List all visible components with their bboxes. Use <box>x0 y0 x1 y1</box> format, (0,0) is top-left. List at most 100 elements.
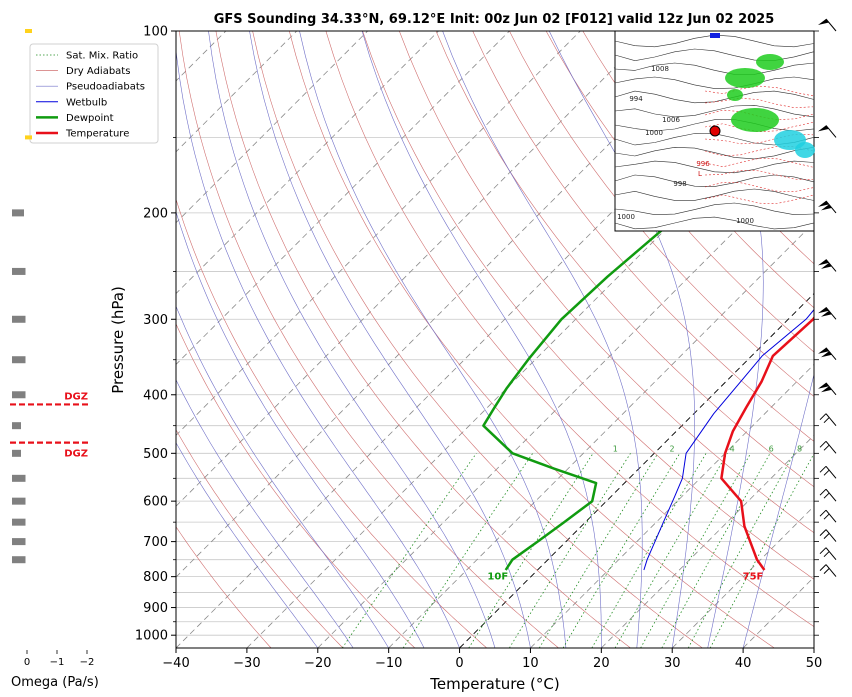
x-tick-label: 30 <box>664 656 681 671</box>
mixing-ratio-label: 13 <box>844 444 852 453</box>
dgz-label: DGZ <box>64 449 88 460</box>
x-axis-label: Temperature (°C) <box>429 675 559 693</box>
wind-barb <box>819 509 837 523</box>
barb-feather <box>823 417 830 424</box>
wind-barb <box>819 564 837 577</box>
barb-feather <box>819 529 827 536</box>
pseudoadiabat <box>176 442 319 648</box>
x-tick-label: 20 <box>593 656 610 671</box>
omega-tick-label: −2 <box>80 657 95 668</box>
barb-flag <box>818 307 829 314</box>
dry-adiabat <box>252 31 703 648</box>
barb-staff <box>825 465 837 479</box>
barb-flag <box>818 200 829 207</box>
barb-staff <box>825 564 837 577</box>
map-label: 1000 <box>645 129 663 137</box>
isotherm-line <box>601 434 814 648</box>
wind-barb <box>818 125 837 138</box>
map-label: 998 <box>673 180 686 188</box>
mixing-ratio-label: 2 <box>669 444 674 453</box>
barb-flag <box>818 347 829 354</box>
mixing-ratio-line <box>562 453 681 648</box>
legend-entry: Dewpoint <box>66 113 114 124</box>
x-tick-label: −30 <box>233 656 260 671</box>
isotherm-line <box>530 363 814 648</box>
legend-entry: Temperature <box>65 129 129 140</box>
omega-bar <box>12 538 26 546</box>
map-label: 994 <box>629 95 643 103</box>
barb-staff <box>825 529 837 542</box>
mixing-ratio-label: 6 <box>769 444 774 453</box>
omega-bar <box>12 422 21 430</box>
mixing-ratio-line <box>402 453 534 648</box>
dry-adiabat <box>399 31 814 534</box>
wind-barb <box>818 347 837 361</box>
map-label: 1008 <box>651 65 669 73</box>
map-contour <box>614 62 815 75</box>
pseudoadiabat <box>548 31 696 648</box>
map-label: 1000 <box>617 213 635 221</box>
omega-panel: 0 −1 −2 DGZ DGZ <box>10 29 94 668</box>
wind-barb <box>819 488 837 502</box>
dry-adiabat <box>325 31 814 627</box>
barb-feather <box>823 444 830 451</box>
isotherm-line <box>317 151 814 648</box>
pseudoadiabat <box>691 31 764 648</box>
pseudoadiabat <box>442 31 643 648</box>
omega-bar <box>12 267 26 275</box>
omega-bar <box>12 449 21 457</box>
x-tick-label: −40 <box>162 656 189 671</box>
omega-axis-label: Omega (Pa/s) <box>11 675 99 690</box>
y-tick-label: 500 <box>143 447 168 462</box>
barb-flag <box>821 386 832 393</box>
mixing-ratio-line <box>341 453 477 648</box>
barb-flag <box>821 262 832 269</box>
wind-barbs <box>818 18 837 577</box>
omega-bar <box>12 497 26 505</box>
barb-feather <box>823 551 830 558</box>
omega-bar <box>12 315 26 323</box>
map-precip-area <box>795 142 815 158</box>
pseudoadiabat <box>176 210 425 648</box>
chart-title: GFS Sounding 34.33°N, 69.12°E Init: 00z … <box>214 12 775 27</box>
wind-barb <box>819 465 837 479</box>
dry-adiabat <box>176 429 344 648</box>
wind-barb <box>819 413 837 427</box>
mixing-ratio-line <box>468 453 594 648</box>
barb-feather <box>823 568 830 574</box>
barb-feather <box>823 469 830 476</box>
barb-feather <box>819 564 827 571</box>
barb-feather <box>819 488 827 496</box>
wind-barb <box>818 18 837 32</box>
dry-adiabat <box>178 31 559 648</box>
map-contour <box>614 202 815 216</box>
legend-box <box>29 43 159 144</box>
x-tick-label: 50 <box>806 656 823 671</box>
series-temperature-line <box>720 315 814 571</box>
map-contour <box>614 160 815 174</box>
inset-map: 1008 994 1006 1000 996 998 L 1000 1000 <box>614 30 815 232</box>
wind-barb <box>819 440 837 454</box>
barb-flag <box>818 19 829 25</box>
dry-adiabat <box>435 31 814 488</box>
omega-bar <box>12 474 26 482</box>
x-tick-label: −20 <box>304 656 331 671</box>
map-contour <box>614 146 815 160</box>
y-tick-label: 900 <box>143 601 168 616</box>
y-tick-label: 300 <box>143 313 168 328</box>
wind-barb <box>819 547 837 561</box>
omega-bar <box>12 209 24 217</box>
omega-bar-yellow <box>25 29 32 33</box>
barb-feather <box>823 513 830 520</box>
barb-flag <box>821 204 832 211</box>
mixing-ratio-line <box>591 453 707 648</box>
isotherm-line <box>246 80 814 648</box>
omega-bar <box>12 356 26 364</box>
isotherm-line <box>176 31 723 578</box>
wind-barb <box>818 200 837 214</box>
map-label: 1006 <box>662 116 680 124</box>
omega-tick-label: 0 <box>24 657 30 668</box>
grid-layer: 1246810131620243036 <box>176 31 852 648</box>
mixing-ratio-label: 8 <box>797 444 802 453</box>
pseudoadiabat <box>299 31 567 648</box>
